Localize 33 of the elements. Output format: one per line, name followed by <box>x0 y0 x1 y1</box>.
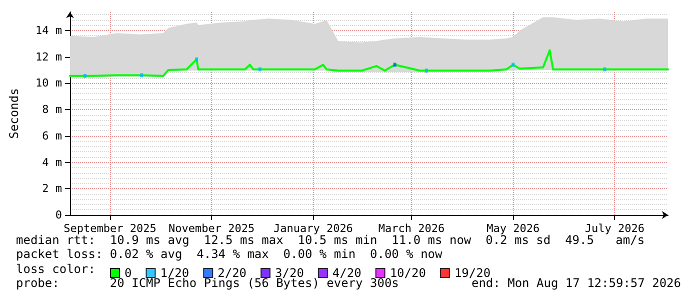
y-tick-label: 0 <box>55 208 62 222</box>
point <box>603 67 606 72</box>
y-axis-title: Seconds <box>7 88 21 139</box>
point <box>393 62 396 67</box>
x-tick-label: January 2026 <box>273 222 353 235</box>
point <box>258 67 262 72</box>
y-tick-label: 8 m <box>42 103 62 116</box>
x-tick-label: September 2025 <box>64 222 156 235</box>
point <box>512 62 515 67</box>
y-tick-label: 12 m <box>36 50 62 64</box>
y-tick-label: 6 m <box>42 129 62 142</box>
legend-label: 3/20 <box>275 266 304 280</box>
legend-label: 10/20 <box>390 266 426 280</box>
legend-label: 0 <box>124 266 132 280</box>
legend-label: 2/20 <box>218 266 247 280</box>
x-tick-label: July 2026 <box>584 222 644 235</box>
y-tick-label: 10 m <box>36 76 62 90</box>
x-tick-label: March 2026 <box>378 222 445 235</box>
x-tick-label: November 2025 <box>168 222 255 235</box>
text: median rtt: 10.9 ms avg 12.5 ms max 10.5 ms min 11.0 ms now 0.2 ms sd 49.5 am/s <box>16 233 645 247</box>
point <box>140 73 144 78</box>
point <box>83 74 86 78</box>
y-tick-label: 14 m <box>36 24 62 37</box>
point <box>424 68 428 73</box>
legend-label: 1/20 <box>160 266 190 280</box>
x-tick-label: May 2026 <box>486 222 540 235</box>
line-series <box>69 49 669 77</box>
point <box>195 57 198 62</box>
legend-label: 4/20 <box>332 266 362 280</box>
y-tick-label: 4 m <box>42 156 62 169</box>
y-tick-label: 2 m <box>42 182 62 196</box>
text: packet loss: 0.02 % avg 4.34 % max 0.00 % min 0.00 % now <box>16 247 444 261</box>
legend-title: loss color: <box>16 262 96 276</box>
